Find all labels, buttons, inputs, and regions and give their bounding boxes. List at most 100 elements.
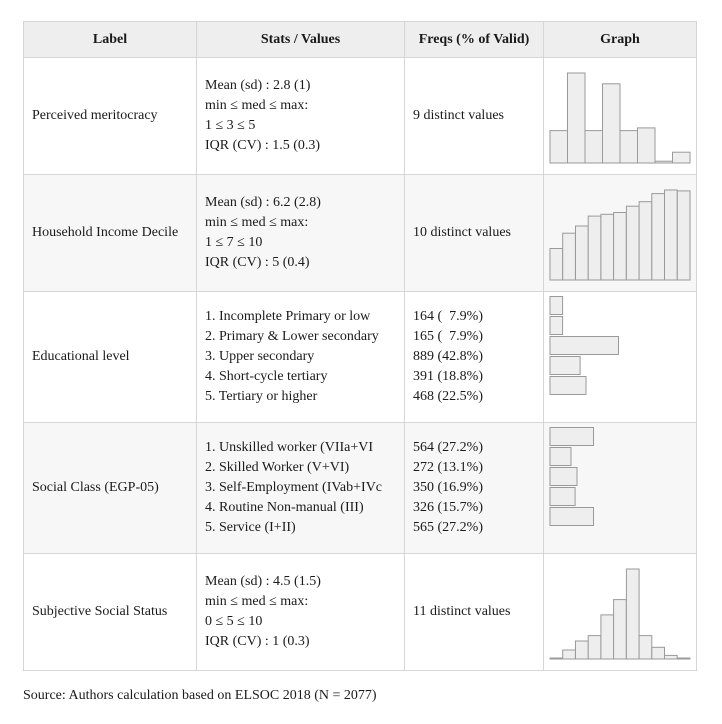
header-label: Label [23, 21, 197, 58]
histogram-bar [637, 127, 656, 164]
histogram-bar [638, 201, 653, 281]
category-line: 1. Unskilled worker (VIIa+VI [205, 440, 374, 455]
histogram-bar [575, 225, 589, 281]
histogram-bar [602, 83, 621, 164]
histogram-bar [619, 130, 638, 164]
source-note: Source: Authors calculation based on ELS… [23, 688, 377, 703]
freqs-cell: 9 distinct values [404, 57, 544, 175]
header-row: Label Stats / Values Freqs (% of Valid) … [23, 21, 697, 58]
histogram-bar [567, 72, 586, 164]
histogram-bar [587, 635, 602, 660]
histogram-bar [625, 205, 640, 281]
histogram-bar [600, 213, 615, 281]
category-bar [549, 356, 581, 375]
stats-cell: Mean (sd) : 2.8 (1) min ≤ med ≤ max: 1 ≤… [196, 57, 405, 175]
bar-graph [549, 427, 594, 526]
header-stats: Stats / Values [196, 21, 405, 58]
bar-graph [549, 296, 619, 395]
category-bar [549, 507, 594, 526]
stats-cell: 1. Incomplete Primary or low 2. Primary … [196, 291, 405, 423]
histogram-bar [672, 151, 691, 164]
stats-cell: Mean (sd) : 4.5 (1.5) min ≤ med ≤ max: 0… [196, 553, 405, 671]
table-row: Subjective Social Status Mean (sd) : 4.5… [23, 553, 697, 671]
stats-cell: Mean (sd) : 6.2 (2.8) min ≤ med ≤ max: 1… [196, 174, 405, 292]
summary-table: Label Stats / Values Freqs (% of Valid) … [23, 21, 697, 671]
freqs-line: 164 ( 7.9%) [413, 309, 483, 324]
histogram-bar [600, 614, 615, 660]
stats-line: Mean (sd) : 2.8 (1) [205, 78, 311, 93]
table-row: Household Income Decile Mean (sd) : 6.2 … [23, 174, 697, 292]
category-bar [549, 467, 578, 486]
freqs-line: 9 distinct values [413, 108, 504, 123]
histogram-bar [575, 640, 589, 660]
stats-line: 1 ≤ 7 ≤ 10 [205, 235, 263, 250]
freqs-cell: 164 ( 7.9%) 165 ( 7.9%) 889 (42.8%) 391 … [404, 291, 544, 423]
stats-line: Mean (sd) : 4.5 (1.5) [205, 574, 321, 589]
freqs-line: 468 (22.5%) [413, 389, 483, 404]
histogram-bar [654, 160, 673, 164]
header-graph: Graph [543, 21, 697, 58]
histogram-bar [549, 130, 568, 164]
stats-line: IQR (CV) : 1 (0.3) [205, 634, 310, 649]
stats-line: IQR (CV) : 1.5 (0.3) [205, 138, 321, 153]
freqs-line: 272 (13.1%) [413, 460, 483, 475]
category-bar [549, 296, 564, 315]
variable-label: Educational level [23, 291, 197, 423]
category-bar [549, 427, 594, 446]
histogram-graph [549, 568, 691, 660]
histogram-bar [549, 248, 564, 281]
stats-cell: 1. Unskilled worker (VIIa+VI 2. Skilled … [196, 422, 405, 554]
freqs-line: 391 (18.8%) [413, 369, 483, 384]
category-bar [549, 316, 564, 335]
freqs-line: 564 (27.2%) [413, 440, 483, 455]
histogram-bar [562, 232, 576, 281]
category-bar [549, 487, 576, 506]
graph-cell [543, 57, 697, 175]
histogram-bar [651, 646, 666, 660]
freqs-line: 11 distinct values [413, 604, 511, 619]
category-line: 1. Incomplete Primary or low [205, 309, 371, 324]
freqs-line: 889 (42.8%) [413, 349, 483, 364]
histogram-graph [549, 189, 691, 281]
category-bar [549, 336, 619, 355]
stats-line: 0 ≤ 5 ≤ 10 [205, 614, 263, 629]
histogram-bar [676, 190, 691, 281]
stats-line: min ≤ med ≤ max: [205, 215, 309, 230]
histogram-bar [676, 657, 691, 660]
histogram-bar [625, 568, 640, 660]
category-line: 4. Short-cycle tertiary [205, 369, 328, 384]
graph-cell [543, 174, 697, 292]
histogram-bar [664, 189, 678, 281]
graph-cell [543, 422, 697, 554]
histogram-bar [613, 212, 627, 281]
stats-line: min ≤ med ≤ max: [205, 594, 309, 609]
histogram-graph [549, 72, 691, 164]
graph-cell [543, 291, 697, 423]
histogram-bar [587, 215, 602, 281]
table-row: Educational level 1. Incomplete Primary … [23, 291, 697, 423]
histogram-bar [664, 654, 678, 660]
variable-label: Social Class (EGP-05) [23, 422, 197, 554]
stats-line: min ≤ med ≤ max: [205, 98, 309, 113]
table-row: Social Class (EGP-05) 1. Unskilled worke… [23, 422, 697, 554]
freqs-line: 350 (16.9%) [413, 480, 483, 495]
freqs-cell: 10 distinct values [404, 174, 544, 292]
histogram-bar [638, 635, 653, 660]
freqs-line: 326 (15.7%) [413, 500, 483, 515]
header-freqs: Freqs (% of Valid) [404, 21, 544, 58]
variable-label: Subjective Social Status [23, 553, 197, 671]
stats-line: 1 ≤ 3 ≤ 5 [205, 118, 256, 133]
freqs-cell: 564 (27.2%) 272 (13.1%) 350 (16.9%) 326 … [404, 422, 544, 554]
category-bar [549, 376, 587, 395]
table-row: Perceived meritocracy Mean (sd) : 2.8 (1… [23, 57, 697, 175]
category-line: 2. Skilled Worker (V+VI) [205, 460, 350, 475]
category-line: 4. Routine Non-manual (III) [205, 500, 364, 515]
variable-label: Perceived meritocracy [23, 57, 197, 175]
freqs-line: 165 ( 7.9%) [413, 329, 483, 344]
histogram-bar [651, 193, 666, 281]
category-bar [549, 447, 572, 466]
histogram-bar [613, 599, 627, 660]
variable-label: Household Income Decile [23, 174, 197, 292]
histogram-bar [584, 130, 603, 164]
category-line: 2. Primary & Lower secondary [205, 329, 379, 344]
